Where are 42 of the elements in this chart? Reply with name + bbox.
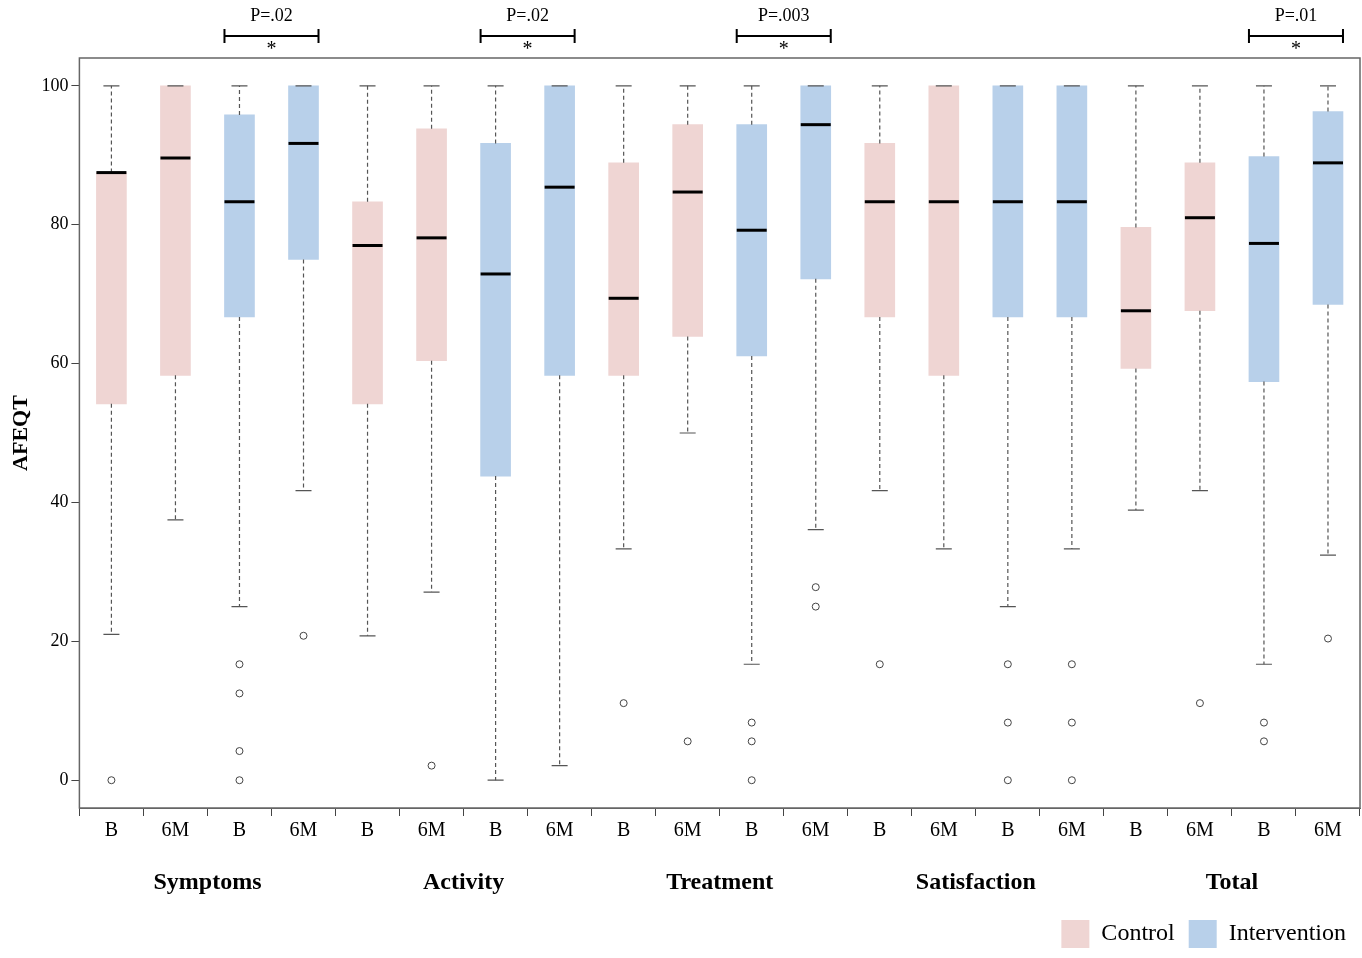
text: Activity (422, 868, 505, 895)
y-tick-label: 20 (50, 630, 69, 651)
x-tick-label: B (488, 818, 503, 841)
y-tick-label: 60 (50, 352, 69, 373)
x-tick-label: B (360, 818, 375, 841)
x-tick-label: B (104, 818, 119, 841)
text: Symptoms (153, 868, 262, 895)
x-tick-label: 6M (673, 818, 702, 841)
x-tick-label: 6M (161, 818, 190, 841)
text: P=.01 (1274, 4, 1318, 25)
x-tick-label: B (616, 818, 631, 841)
text: Treatment (666, 868, 774, 895)
x-tick-label: B (1257, 818, 1271, 841)
x-tick-label: 6M (1186, 818, 1215, 841)
x-tick-label: 6M (417, 818, 446, 841)
x-tick-label: 6M (545, 818, 574, 841)
x-tick-label: B (745, 818, 759, 841)
x-tick-label: 6M (1057, 818, 1086, 841)
text: P=.003 (757, 4, 810, 25)
legend-label: Intervention (1228, 919, 1346, 946)
text: Satisfaction (915, 868, 1036, 895)
annotation: * (778, 37, 789, 60)
x-tick-label: B (1001, 818, 1015, 841)
y-axis-title: AFEQT (6, 394, 32, 471)
text: P=.02 (250, 4, 293, 25)
x-tick-label: B (232, 818, 247, 841)
text: P=.02 (506, 4, 549, 25)
y-tick-label: 40 (50, 491, 69, 512)
legend-label: Control (1101, 919, 1176, 946)
x-tick-label: 6M (929, 818, 958, 841)
y-tick-label: 0 (59, 768, 69, 789)
x-tick-label: B (873, 818, 887, 841)
y-tick-label: 80 (50, 213, 69, 234)
x-tick-label: B (1129, 818, 1143, 841)
annotation: * (522, 37, 533, 60)
annotation: * (266, 37, 277, 60)
x-tick-label: 6M (801, 818, 830, 841)
annotation: * (1290, 37, 1301, 60)
x-tick-label: 6M (289, 818, 318, 841)
x-tick-label: 6M (1314, 818, 1343, 841)
text: Total (1205, 868, 1259, 895)
y-tick-label: 100 (41, 74, 69, 95)
